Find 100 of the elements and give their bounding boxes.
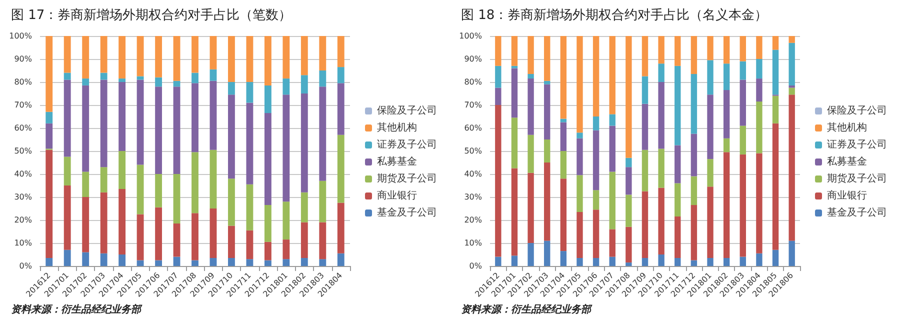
bar [64,250,71,266]
bar [228,258,235,266]
bar [576,36,583,133]
bar [210,258,217,266]
bar [609,172,616,230]
y-tick-label: 100% [9,32,32,40]
text: 资料来源：衍生品经纪业务部 [11,304,143,316]
bar [560,178,567,252]
bar [740,61,746,80]
bar [674,66,681,146]
bar [173,80,180,87]
bar [690,176,698,206]
bar [46,36,53,112]
bar [210,36,217,70]
bar [118,151,126,189]
bar [300,36,308,76]
bar [756,78,762,102]
bar [264,113,272,206]
bar [642,258,648,266]
bar [210,150,217,208]
bar [173,36,180,81]
y-tick-label: 80% [464,78,482,86]
y-tick-label: 90% [14,54,32,64]
bar [609,36,616,114]
bar [560,122,567,151]
bar [282,94,290,202]
bar [319,70,326,87]
bar [528,172,534,243]
bar [772,50,779,95]
bar [337,36,344,68]
bar [118,82,126,151]
bar [228,178,235,226]
bar [756,153,762,254]
bar [210,208,217,258]
bar [264,85,272,114]
bar [690,36,698,74]
bar [560,251,567,266]
y-tick-label: 90% [464,54,482,64]
bar [707,36,714,60]
bar [528,78,534,135]
bar [772,36,779,50]
bar [192,72,198,84]
bar [319,36,326,70]
bar [528,36,534,74]
bar [192,83,198,152]
legend-label: 商业银行 [377,190,417,202]
bar [626,167,632,195]
bar [337,67,344,84]
bar [282,78,290,95]
bar [788,88,795,95]
bar [723,152,730,258]
bar [723,64,730,90]
y-tick-label: 50% [14,146,32,156]
bar [300,192,308,222]
bar [82,78,90,86]
y-tick-label: 80% [14,78,32,86]
bar [46,112,53,124]
bar [658,148,664,188]
bar [155,86,162,174]
bar [319,259,326,266]
bar [246,184,254,230]
bar [264,242,272,260]
bar [228,94,235,179]
bar [511,118,518,168]
bar [658,188,664,254]
y-tick-label: 30% [14,192,32,202]
y-tick-label: 10% [14,238,32,248]
bar [511,168,518,256]
bar [337,83,344,135]
bar [495,66,502,88]
bar [609,229,616,257]
bar [642,76,648,104]
bar [192,213,198,260]
bar [592,190,600,210]
bar [690,205,698,260]
y-tick-label: 20% [464,216,482,224]
bar [592,210,600,258]
bar [592,258,600,266]
bar [173,256,180,266]
bar [674,145,681,184]
bar [772,250,779,266]
bar [626,226,632,263]
bar [136,164,144,214]
bar [642,191,648,258]
bar [319,86,326,181]
bar [64,80,71,157]
bar [192,260,198,266]
bar [100,167,108,192]
bar [544,240,550,266]
bar [64,36,71,73]
bar [136,36,144,76]
bar [511,36,518,66]
y-tick-label: 50% [464,146,482,156]
bar [511,68,518,118]
bar [740,154,746,257]
bar [155,77,162,87]
bar [707,60,714,95]
bar [626,36,632,158]
legend-label: 期货及子公司 [827,172,887,184]
bar [788,42,795,86]
